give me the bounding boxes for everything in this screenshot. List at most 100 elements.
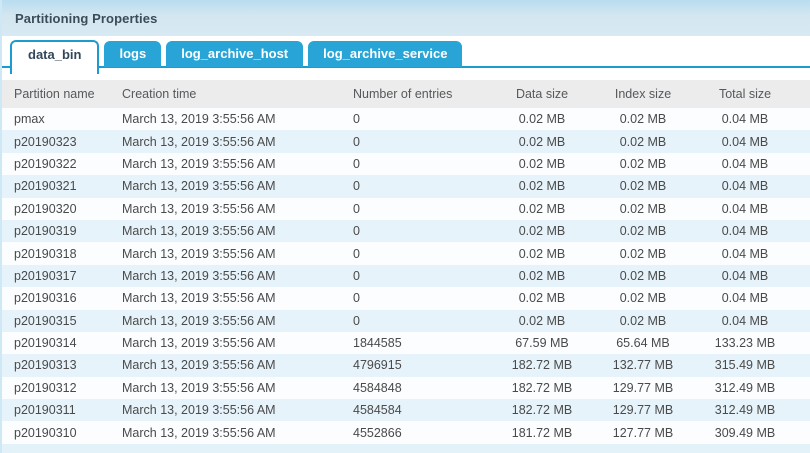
cell-partition-name: p20190313 [14, 358, 77, 373]
cell-number-of-entries: 0 [353, 224, 360, 239]
cell-partition-name: p20190312 [14, 380, 77, 395]
cell-filler [796, 310, 810, 332]
cell-creation-time: March 13, 2019 3:55:56 AM [122, 403, 276, 418]
table-row: p20190317 March 13, 2019 3:55:56 AM 0 0.02 … [2, 264, 810, 288]
cell-creation-time: March 13, 2019 3:55:56 AM [122, 380, 276, 395]
cell-data-size: 67.59 MB [515, 336, 569, 351]
cell-total-size: 309.49 MB [714, 425, 776, 440]
cell-data-size: 0.02 MB [518, 201, 566, 216]
panel-header: Partitioning Properties [2, 0, 810, 36]
cell-data-size: 0.02 MB [518, 134, 566, 149]
cell-index-size: 0.02 MB [619, 179, 667, 194]
cell-index-size: 129.77 MB [612, 403, 674, 418]
cell-index-size: 132.77 MB [612, 358, 674, 373]
page-title: Partitioning Properties [15, 10, 158, 26]
tab-log-archive-host[interactable]: log_archive_host [166, 41, 304, 67]
table-row: p20190311 March 13, 2019 3:55:56 AM 458458… [2, 399, 810, 422]
table-header-row: Partition name Creation time Number of e… [2, 80, 810, 108]
cell-creation-time: March 13, 2019 3:55:56 AM [122, 179, 276, 194]
cell-index-size: 0.02 MB [619, 313, 667, 328]
cell-filler [796, 287, 810, 309]
cell-filler [796, 354, 810, 376]
cell-index-size: 0.02 MB [619, 224, 667, 239]
cell-index-size: 129.77 MB [612, 380, 674, 395]
column-header-partition-name: Partition name [2, 80, 112, 108]
cell-filler [796, 175, 810, 197]
cell-total-size: 312.49 MB [714, 403, 776, 418]
column-header-number-of-entries: Number of entries [344, 80, 492, 108]
cell-data-size: 181.72 MB [511, 425, 573, 440]
cell-data-size: 0.02 MB [518, 291, 566, 306]
cell-creation-time: March 13, 2019 3:55:56 AM [122, 268, 276, 283]
cell-creation-time: March 13, 2019 3:55:56 AM [122, 313, 276, 328]
cell-filler [796, 265, 810, 287]
table-row: p20190316 March 13, 2019 3:55:56 AM 0 0.02 … [2, 287, 810, 310]
cell-index-size: 0.02 MB [619, 246, 667, 261]
cell-filler [796, 332, 810, 354]
table-row: p20190323 March 13, 2019 3:55:56 AM 0 0.02 … [2, 130, 810, 153]
cell-creation-time: March 13, 2019 3:55:56 AM [122, 201, 276, 216]
cell-partition-name: p20190311 [14, 403, 76, 418]
table-row: p20190315 March 13, 2019 3:55:56 AM 0 0.02 … [2, 309, 810, 332]
cell-total-size: 0.04 MB [721, 291, 769, 306]
cell-creation-time: March 13, 2019 3:55:56 AM [122, 224, 276, 239]
cell-number-of-entries: 4796915 [353, 358, 402, 373]
cell-data-size: 0.02 MB [518, 112, 566, 127]
cell-total-size: 0.04 MB [721, 224, 769, 239]
partial-row-strip [2, 443, 810, 453]
cell-index-size: 0.02 MB [619, 268, 667, 283]
table-row: p20190320 March 13, 2019 3:55:56 AM 0 0.02 … [2, 197, 810, 220]
cell-total-size: 0.04 MB [721, 134, 769, 149]
cell-creation-time: March 13, 2019 3:55:56 AM [122, 156, 276, 171]
cell-total-size: 0.04 MB [721, 179, 769, 194]
cell-index-size: 0.02 MB [619, 134, 667, 149]
cell-partition-name: p20190314 [14, 336, 77, 351]
cell-filler [796, 242, 810, 264]
column-header-filler [796, 80, 810, 108]
cell-partition-name: p20190319 [14, 224, 77, 239]
cell-number-of-entries: 0 [353, 246, 360, 261]
tab-data-bin[interactable]: data_bin [10, 40, 100, 74]
cell-index-size: 127.77 MB [612, 425, 674, 440]
tab-logs[interactable]: logs [104, 41, 162, 67]
cell-number-of-entries: 0 [353, 179, 360, 194]
cell-total-size: 0.04 MB [721, 112, 769, 127]
cell-index-size: 65.64 MB [616, 336, 670, 351]
cell-creation-time: March 13, 2019 3:55:56 AM [122, 358, 276, 373]
cell-filler [796, 198, 810, 220]
cell-partition-name: p20190318 [14, 246, 77, 261]
cell-partition-name: p20190315 [14, 313, 77, 328]
cell-total-size: 0.04 MB [721, 156, 769, 171]
cell-data-size: 0.02 MB [518, 313, 566, 328]
cell-number-of-entries: 4552866 [353, 425, 402, 440]
cell-data-size: 182.72 MB [511, 380, 573, 395]
cell-data-size: 0.02 MB [518, 246, 566, 261]
cell-filler [796, 421, 810, 443]
cell-total-size: 0.04 MB [721, 268, 769, 283]
cell-index-size: 0.02 MB [619, 201, 667, 216]
partition-table-body: pmax March 13, 2019 3:55:56 AM 0 0.02 MB 0.0… [2, 108, 810, 444]
column-header-index-size: Index size [592, 80, 694, 108]
cell-number-of-entries: 4584584 [353, 403, 402, 418]
table-row: pmax March 13, 2019 3:55:56 AM 0 0.02 MB 0.0… [2, 108, 810, 131]
cell-index-size: 0.02 MB [619, 156, 667, 171]
cell-number-of-entries: 0 [353, 291, 360, 306]
cell-total-size: 0.04 MB [721, 201, 769, 216]
cell-creation-time: March 13, 2019 3:55:56 AM [122, 112, 276, 127]
table-row: p20190314 March 13, 2019 3:55:56 AM 184458… [2, 331, 810, 355]
column-header-creation-time: Creation time [112, 80, 344, 108]
tab-bar: data_bin logs log_archive_host log_archi… [2, 40, 810, 74]
cell-data-size: 182.72 MB [511, 358, 573, 373]
cell-partition-name: p20190322 [14, 156, 77, 171]
cell-total-size: 0.04 MB [721, 313, 769, 328]
table-row: p20190321 March 13, 2019 3:55:56 AM 0 0.02 … [2, 175, 810, 198]
cell-index-size: 0.02 MB [619, 112, 667, 127]
cell-creation-time: March 13, 2019 3:55:56 AM [122, 425, 276, 440]
cell-data-size: 0.02 MB [518, 224, 566, 239]
cell-number-of-entries: 0 [353, 201, 360, 216]
column-header-total-size: Total size [694, 80, 796, 108]
tab-log-archive-service[interactable]: log_archive_service [308, 41, 463, 67]
cell-partition-name: p20190316 [14, 291, 77, 306]
table-row: p20190313 March 13, 2019 3:55:56 AM 479691… [2, 354, 810, 377]
cell-partition-name: p20190321 [14, 179, 77, 194]
